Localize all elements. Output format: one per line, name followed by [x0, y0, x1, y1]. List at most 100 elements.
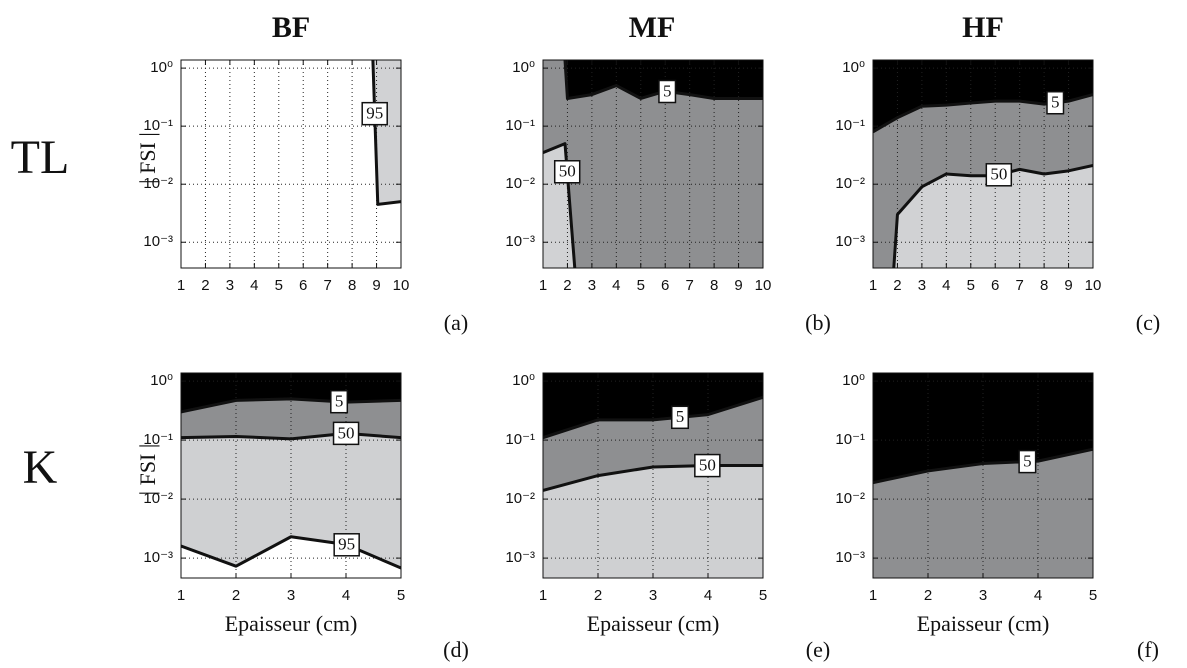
y-axis-label: | FSI |: [135, 132, 160, 184]
contour-label: 50: [990, 165, 1007, 184]
contour-label-box: [694, 453, 721, 478]
contour-label: 5: [1023, 451, 1032, 470]
plot-area: [873, 60, 1093, 268]
y-tick-label: 10⁰: [512, 372, 535, 389]
x-tick-label: 5: [275, 277, 283, 294]
plot-frame: [542, 59, 764, 269]
x-tick-label: 4: [250, 277, 258, 294]
panel-label: (d): [443, 637, 469, 662]
x-tick-label: 10: [755, 277, 772, 294]
x-tick-label: 4: [342, 587, 350, 604]
x-tick-label: 2: [893, 277, 901, 294]
x-tick-label: 3: [588, 277, 596, 294]
y-tick-label: 10⁻²: [505, 490, 535, 507]
x-tick-label: 1: [539, 587, 547, 604]
y-tick-label: 10⁰: [842, 372, 865, 389]
x-tick-label: 6: [299, 277, 307, 294]
region-fill: [873, 60, 1093, 132]
x-tick-label: 2: [563, 277, 571, 294]
x-axis-label: Epaisseur (cm): [225, 611, 358, 636]
contour-line: [181, 397, 401, 414]
x-tick-label: 2: [232, 587, 240, 604]
y-tick-label: 10⁰: [842, 59, 865, 76]
row-label: TL: [11, 131, 70, 184]
contour-label-box: [658, 79, 677, 104]
panel-label: (b): [805, 310, 831, 335]
column-title: BF: [272, 11, 310, 44]
y-tick-label: 10⁻³: [505, 549, 535, 566]
contour-label: 50: [338, 423, 355, 442]
contour-label-box: [332, 421, 360, 446]
y-tick-label: 10⁻¹: [505, 431, 535, 448]
y-tick-label: 10⁻³: [143, 549, 173, 566]
x-tick-label: 1: [869, 277, 877, 294]
plot-frame: [180, 59, 402, 269]
region-fill: [893, 165, 1093, 268]
plot-area: [181, 373, 401, 578]
x-tick-label: 3: [287, 587, 295, 604]
y-tick-label: 10⁻¹: [505, 117, 535, 134]
x-tick-label: 5: [1089, 587, 1097, 604]
y-axis-label: | FSI |: [135, 444, 160, 496]
x-tick-label: 1: [869, 587, 877, 604]
x-tick-label: 8: [1040, 277, 1048, 294]
contour-label: 95: [338, 535, 355, 554]
contour-label-box: [361, 101, 388, 126]
contour-line: [543, 395, 763, 440]
contour-label: 5: [1051, 93, 1060, 112]
column-title: HF: [962, 11, 1004, 44]
x-tick-label: 7: [685, 277, 693, 294]
contour-line: [543, 464, 763, 492]
region-fill: [181, 373, 401, 412]
contour-line: [181, 535, 401, 570]
column-title: MF: [629, 11, 676, 44]
panel-label: (f): [1137, 637, 1159, 662]
contour-line: [563, 60, 763, 100]
contour-line: [543, 142, 577, 268]
contour-label-box: [553, 160, 581, 184]
plot-frame: [872, 59, 1094, 269]
panel-label: (e): [806, 637, 830, 662]
y-tick-label: 10⁻²: [143, 175, 173, 192]
x-tick-label: 2: [594, 587, 602, 604]
x-tick-label: 7: [1015, 277, 1023, 294]
x-tick-label: 1: [539, 277, 547, 294]
y-tick-label: 10⁻²: [835, 175, 865, 192]
x-tick-label: 5: [397, 587, 405, 604]
plot-area: [873, 373, 1093, 578]
x-tick-label: 3: [226, 277, 234, 294]
x-tick-label: 9: [372, 277, 380, 294]
x-tick-label: 9: [1064, 277, 1072, 294]
x-tick-label: 8: [710, 277, 718, 294]
y-tick-label: 10⁻¹: [835, 117, 865, 134]
x-tick-label: 7: [323, 277, 331, 294]
x-tick-label: 3: [649, 587, 657, 604]
y-tick-label: 10⁻³: [143, 233, 173, 250]
contour-label: 5: [676, 407, 685, 426]
x-tick-label: 10: [393, 277, 410, 294]
row-label: K: [23, 441, 58, 494]
panel-label: (c): [1136, 310, 1160, 335]
contour-label-box: [671, 405, 690, 430]
x-tick-label: 4: [612, 277, 620, 294]
y-tick-label: 10⁻¹: [835, 431, 865, 448]
x-tick-label: 10: [1085, 277, 1102, 294]
contour-label: 50: [699, 455, 716, 474]
y-tick-label: 10⁻¹: [143, 117, 173, 134]
y-tick-label: 10⁻²: [835, 490, 865, 507]
x-tick-label: 8: [348, 277, 356, 294]
contour-label-box: [1046, 90, 1065, 115]
region-fill: [372, 60, 401, 205]
x-tick-label: 2: [201, 277, 209, 294]
panel-label: (a): [444, 310, 468, 335]
x-tick-label: 4: [942, 277, 950, 294]
contour-label-box: [330, 389, 349, 414]
x-tick-label: 3: [979, 587, 987, 604]
x-tick-label: 5: [637, 277, 645, 294]
x-tick-label: 6: [661, 277, 669, 294]
y-tick-label: 10⁻²: [505, 175, 535, 192]
y-tick-label: 10⁻³: [505, 233, 535, 250]
y-tick-label: 10⁰: [150, 372, 173, 389]
plot-background: [181, 60, 401, 268]
